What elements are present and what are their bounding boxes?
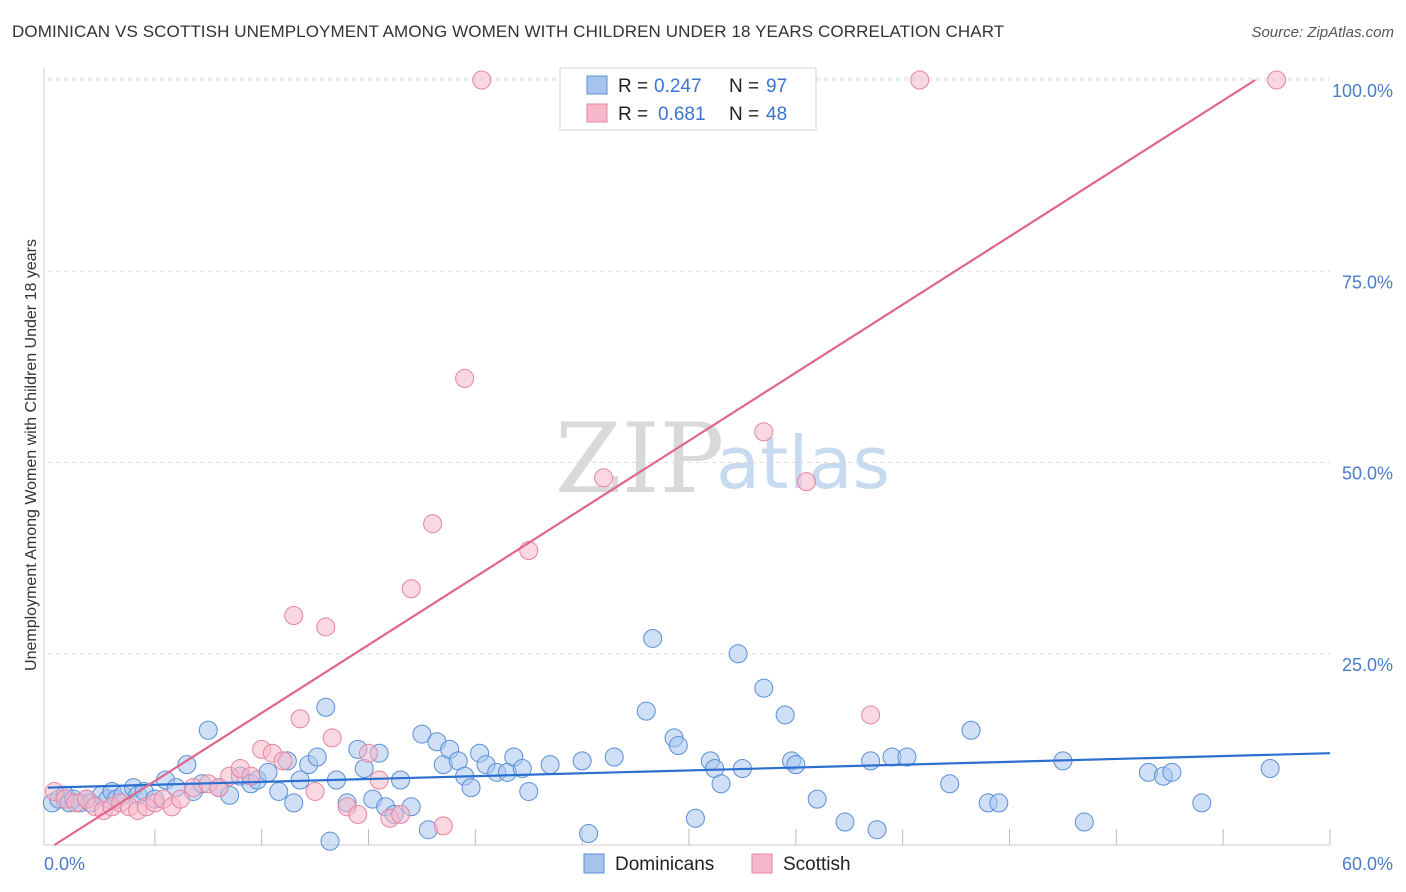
watermark-zip: ZIP: [555, 403, 724, 515]
dominicans-point: [1192, 793, 1212, 813]
scottish-point: [455, 368, 475, 388]
trend-lines: [47, 79, 1331, 846]
dominicans-point: [1074, 812, 1094, 832]
scottish-point: [1267, 70, 1287, 90]
bottom-legend-dominicans: Dominicans: [615, 854, 714, 875]
legend-n-value-dominicans: 97: [766, 76, 787, 97]
scottish-point: [401, 579, 421, 599]
dominicans-trend-line: [47, 752, 1331, 789]
dominicans-point: [643, 628, 663, 648]
legend-r-label-dominicans: R =: [618, 76, 648, 97]
legend-n-label-scottish: N =: [729, 104, 759, 125]
dominicans-point: [940, 774, 960, 794]
scottish-point: [284, 606, 304, 625]
dominicans-point: [177, 755, 197, 775]
scottish-point: [170, 789, 190, 809]
dominicans-point: [284, 793, 304, 813]
dominicans-point: [867, 820, 887, 840]
scottish-point: [359, 743, 378, 763]
dominicans-point: [897, 747, 917, 767]
dominicans-point: [258, 762, 278, 782]
bottom-legend-scottish: Scottish: [783, 854, 851, 875]
legend-swatch-dominicans: [586, 75, 608, 95]
legend-swatch-scottish: [586, 103, 608, 123]
dominicans-point: [604, 747, 624, 767]
dominicans-point: [391, 770, 411, 790]
scottish-point: [472, 70, 492, 90]
dominicans-point: [307, 747, 327, 767]
dominicans-point: [989, 793, 1009, 813]
source-label: Source: ZipAtlas.com: [1251, 24, 1394, 41]
dominicans-point: [198, 720, 218, 740]
dominicans-point: [775, 705, 795, 725]
dominicans-point: [512, 759, 532, 778]
dominicans-point: [668, 736, 688, 756]
correlation-legend: R = 0.247 N = 97 R = 0.681 N = 48: [559, 67, 817, 131]
dominicans-point: [412, 724, 432, 744]
data-points: [42, 70, 1287, 851]
dominicans-point: [461, 778, 481, 798]
dominicans-point: [728, 644, 748, 664]
dominicans-point: [572, 751, 592, 771]
scottish-point: [273, 751, 293, 771]
dominicans-point: [961, 720, 981, 740]
scottish-point: [519, 540, 539, 560]
bottom-legend-swatch-scottish: [751, 853, 773, 874]
bottom-legend-swatch-dominicans: [583, 853, 605, 874]
scottish-point: [594, 468, 614, 488]
scottish-point: [305, 781, 325, 801]
legend-n-value-scottish: 48: [766, 104, 787, 125]
dominicans-point: [1162, 762, 1182, 782]
dominicans-point: [711, 774, 731, 794]
dominicans-point: [269, 781, 289, 801]
scottish-point: [348, 804, 368, 824]
legend-n-label-dominicans: N =: [729, 76, 759, 97]
dominicans-point: [519, 781, 539, 801]
dominicans-point: [754, 678, 774, 698]
gridlines: [48, 77, 1330, 655]
dominicans-point: [1260, 759, 1280, 778]
dominicans-point: [786, 755, 806, 775]
y-axis-label: Unemployment Among Women with Children U…: [23, 239, 40, 671]
scottish-point: [290, 709, 310, 729]
scottish-point: [754, 422, 774, 442]
dominicans-point: [835, 812, 855, 832]
x-tick-label: 0.0%: [44, 854, 85, 874]
dominicans-point: [807, 789, 827, 809]
y-tick-label: 100.0%: [1332, 81, 1393, 101]
scottish-trend-line: [53, 79, 1256, 846]
scottish-point: [322, 728, 342, 748]
y-tick-label: 25.0%: [1342, 655, 1393, 675]
x-tick-label: 60.0%: [1342, 854, 1393, 874]
scottish-point: [241, 766, 261, 786]
dominicans-point: [316, 697, 336, 717]
dominicans-point: [579, 824, 599, 844]
series-legend: Dominicans Scottish: [583, 853, 851, 875]
dominicans-point: [861, 751, 881, 771]
y-tick-label: 50.0%: [1342, 464, 1393, 484]
dominicans-point: [685, 808, 705, 828]
dominicans-point: [636, 701, 656, 721]
dominicans-point: [540, 755, 560, 775]
dominicans-point: [320, 831, 340, 851]
legend-r-label-scottish: R =: [618, 104, 648, 125]
legend-r-value-dominicans: 0.247: [654, 76, 702, 97]
scottish-point: [391, 804, 411, 824]
scottish-point: [861, 705, 881, 725]
y-tick-label: 75.0%: [1342, 272, 1393, 292]
scottish-point: [433, 816, 453, 836]
scottish-point: [316, 617, 336, 637]
chart-title: DOMINICAN VS SCOTTISH UNEMPLOYMENT AMONG…: [12, 22, 1005, 41]
scottish-point: [910, 70, 930, 90]
axis-ticks: 25.0% 50.0% 75.0% 100.0% 0.0% 60.0%: [44, 81, 1393, 874]
scottish-point: [797, 472, 817, 492]
scottish-point: [423, 514, 443, 534]
legend-r-value-scottish: 0.681: [658, 104, 706, 125]
